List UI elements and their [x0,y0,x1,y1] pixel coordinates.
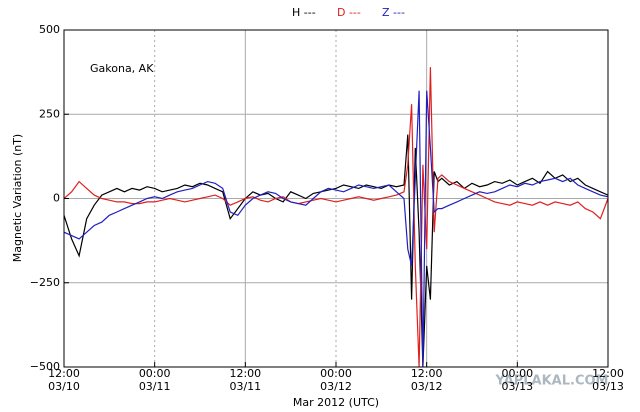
x-tick-label: 00:00 [320,367,352,380]
x-tick-label: 03/13 [501,380,533,393]
y-axis-label: Magnetic Variation (nT) [11,134,24,262]
x-tick-label: 03/11 [229,380,261,393]
y-tick-label: 500 [39,23,60,36]
annotation: Gakona, AK [90,62,154,75]
x-tick-label: 00:00 [139,367,171,380]
x-tick-label: 03/12 [411,380,443,393]
x-tick-label: 03/10 [48,380,80,393]
x-tick-label: 12:00 [592,367,624,380]
legend-label: H --- [292,6,316,19]
x-tick-label: 03/11 [139,380,171,393]
x-tick-label: 00:00 [501,367,533,380]
x-tick-label: 03/13 [592,380,624,393]
legend-label: Z --- [382,6,405,19]
x-tick-label: 12:00 [411,367,443,380]
y-tick-label: 250 [39,107,60,120]
x-tick-label: 03/12 [320,380,352,393]
series-line [64,67,608,367]
y-tick-label: 0 [53,192,60,205]
watermark: YAPLAKAL.COM [495,374,609,389]
legend-label: D --- [337,6,361,19]
x-axis-label: Mar 2012 (UTC) [293,396,379,409]
series-line [64,90,608,367]
x-tick-label: 12:00 [48,367,80,380]
y-tick-label: −500 [30,360,60,373]
series-line [64,134,608,367]
x-tick-label: 12:00 [229,367,261,380]
y-tick-label: −250 [30,276,60,289]
